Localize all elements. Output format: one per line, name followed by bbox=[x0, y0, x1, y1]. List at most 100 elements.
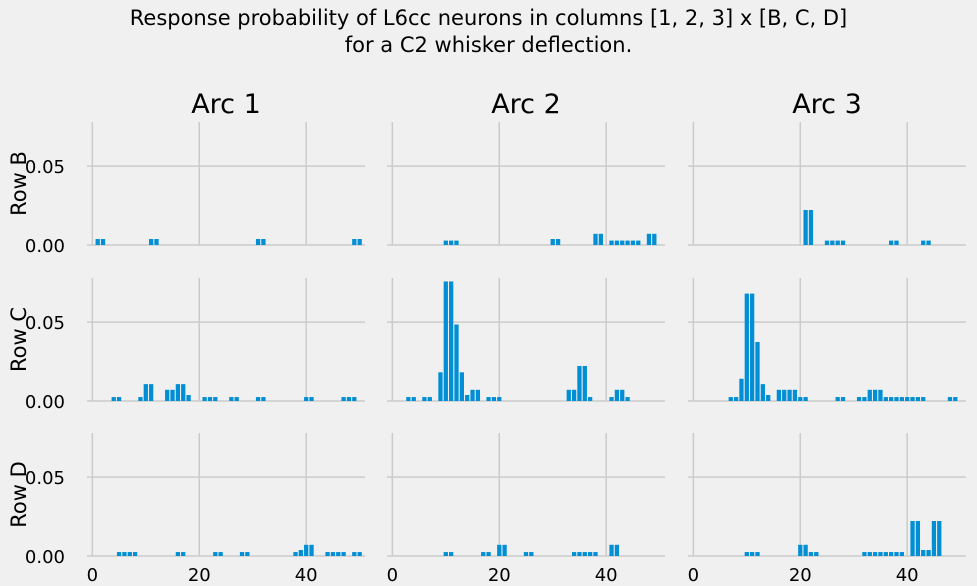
bar bbox=[111, 397, 116, 401]
bar bbox=[175, 552, 181, 556]
subplot-2-2 bbox=[387, 278, 665, 402]
bar bbox=[352, 552, 357, 556]
bar bbox=[787, 389, 792, 401]
bar bbox=[947, 397, 953, 401]
bar bbox=[293, 552, 298, 556]
bar bbox=[894, 240, 899, 245]
bar bbox=[609, 240, 614, 245]
bar bbox=[931, 520, 937, 556]
bar bbox=[352, 239, 357, 245]
bar bbox=[245, 552, 250, 556]
bar bbox=[165, 389, 170, 401]
x-tick-label: 20 bbox=[188, 565, 211, 586]
bar bbox=[497, 397, 502, 401]
bar bbox=[213, 397, 218, 401]
bar bbox=[862, 397, 867, 401]
x-tick-label: 0 bbox=[688, 565, 699, 586]
y-tick-label: 0.05 bbox=[25, 157, 65, 178]
bar bbox=[808, 209, 814, 245]
bar bbox=[577, 552, 582, 556]
bar bbox=[652, 233, 657, 245]
subplot-1-2 bbox=[387, 122, 665, 246]
bar bbox=[566, 389, 571, 401]
bar bbox=[475, 389, 481, 401]
x-tick-label: 40 bbox=[595, 565, 618, 586]
bar bbox=[304, 544, 309, 556]
bar bbox=[481, 552, 486, 556]
bar bbox=[357, 552, 362, 556]
bar bbox=[840, 240, 846, 245]
bar bbox=[867, 389, 872, 401]
y-tick-label: 0.00 bbox=[25, 392, 65, 413]
bar bbox=[486, 552, 491, 556]
bar bbox=[149, 239, 154, 245]
bar bbox=[824, 240, 830, 245]
bar bbox=[116, 552, 122, 556]
bar bbox=[630, 240, 636, 245]
bar bbox=[926, 240, 931, 245]
bar bbox=[336, 552, 341, 556]
bar bbox=[582, 365, 587, 401]
bar bbox=[449, 281, 454, 401]
bar bbox=[255, 239, 261, 245]
bar bbox=[926, 550, 931, 556]
bar bbox=[346, 397, 352, 401]
bar bbox=[609, 544, 614, 556]
subplot-3-1: 0.00 0.05 0 20 40 bbox=[25, 433, 365, 586]
bar bbox=[750, 293, 755, 401]
bar bbox=[175, 384, 181, 401]
bar bbox=[915, 520, 921, 556]
bar bbox=[915, 397, 921, 401]
y-tick-label: 0.05 bbox=[25, 468, 65, 489]
bar bbox=[808, 552, 814, 556]
bar bbox=[620, 389, 625, 401]
y-tick-label: 0.00 bbox=[25, 236, 65, 257]
bar bbox=[872, 552, 878, 556]
bar bbox=[830, 240, 835, 245]
bar bbox=[202, 397, 207, 401]
bar bbox=[755, 552, 760, 556]
bar bbox=[625, 240, 630, 245]
bar bbox=[614, 389, 620, 401]
row-label-row-d: Row D bbox=[7, 461, 31, 528]
bar bbox=[867, 552, 872, 556]
subplot-3-3: 0 20 40 bbox=[688, 433, 966, 586]
subplot-1-3 bbox=[688, 122, 966, 246]
row-label-row-b: Row B bbox=[7, 151, 31, 216]
bar bbox=[571, 552, 577, 556]
bar bbox=[803, 397, 808, 401]
bar bbox=[733, 397, 739, 401]
bar bbox=[776, 389, 782, 401]
bar bbox=[872, 389, 878, 401]
bar bbox=[571, 389, 577, 401]
bar bbox=[502, 544, 507, 556]
bar bbox=[449, 240, 454, 245]
bar bbox=[921, 240, 926, 245]
bar bbox=[889, 397, 894, 401]
bar bbox=[744, 293, 749, 401]
bar bbox=[132, 552, 138, 556]
x-tick-label: 20 bbox=[789, 565, 812, 586]
y-tick-label: 0.00 bbox=[25, 547, 65, 568]
bar bbox=[739, 378, 744, 401]
bar bbox=[577, 365, 582, 401]
bar bbox=[454, 240, 459, 245]
bar bbox=[883, 552, 888, 556]
bar bbox=[814, 552, 819, 556]
bar bbox=[840, 397, 846, 401]
bar bbox=[555, 239, 561, 245]
bar bbox=[614, 240, 620, 245]
bar bbox=[899, 397, 904, 401]
bar bbox=[598, 233, 603, 245]
bar bbox=[937, 520, 942, 556]
bar bbox=[465, 395, 470, 401]
bar bbox=[149, 384, 154, 401]
bar bbox=[636, 240, 641, 245]
figure-title-line-2: for a C2 whisker deflection. bbox=[344, 33, 633, 57]
bar bbox=[899, 552, 904, 556]
bar bbox=[835, 397, 840, 401]
bar bbox=[497, 544, 502, 556]
bar bbox=[766, 395, 771, 401]
bar bbox=[298, 550, 303, 556]
bar bbox=[883, 397, 888, 401]
